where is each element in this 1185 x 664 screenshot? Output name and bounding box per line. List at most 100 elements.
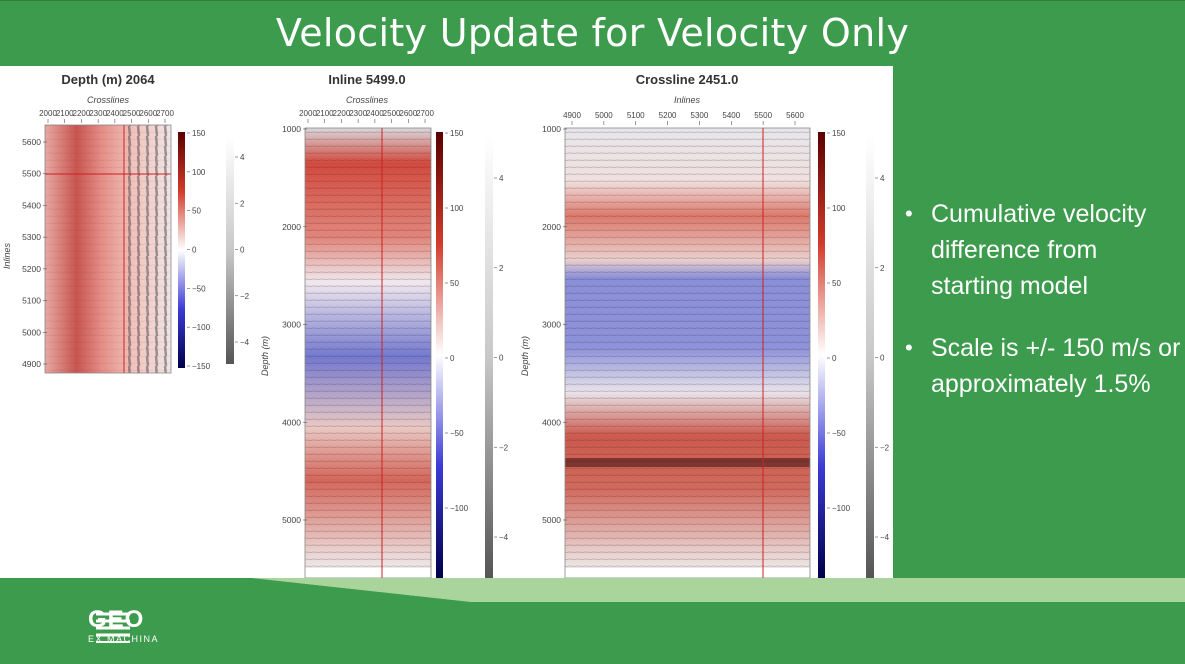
- crossline-plot-yticks: 1000 2000 3000 4000 5000: [542, 124, 567, 525]
- crossline-colorbar-amplitude-ticks: 4 2 0 −2 −4: [875, 174, 890, 542]
- depth-colorbar-amplitude-ticks: 4 2 0 −2 −4: [235, 153, 250, 347]
- crossline-plot: Crossline 2451.0 Inlines Depth (m) 4900 5…: [520, 72, 890, 578]
- crossline-x-tick-label: 5100: [627, 111, 645, 120]
- inline-cbar-velocity-tick-label: 100: [450, 204, 464, 213]
- footer-accent-stripe: [0, 578, 1185, 602]
- crossline-colorbar-amplitude: [866, 136, 874, 578]
- inline-plot-texture: [305, 128, 431, 568]
- inline-cbar-velocity-tick-label: 50: [450, 279, 459, 288]
- inline-plot: Inline 5499.0 Crosslines Depth (m) 20002…: [260, 72, 509, 578]
- inline-plot-title: Inline 5499.0: [328, 72, 405, 87]
- inline-x-tick-label: 2600: [399, 109, 417, 118]
- crossline-x-tick-label: 5000: [595, 111, 613, 120]
- depth-colorbar-amplitude: [226, 138, 234, 364]
- inline-cbar-amplitude-tick-label: −2: [499, 443, 509, 452]
- inline-y-tick-label: 5000: [282, 515, 301, 525]
- depth-x-tick-label: 2400: [106, 109, 124, 118]
- crossline-cbar-amplitude-tick-label: 4: [880, 174, 885, 183]
- depth-y-tick-label: 5500: [22, 169, 41, 179]
- depth-cbar-velocity-tick-label: −100: [192, 323, 211, 332]
- crossline-plot-texture: [565, 128, 810, 568]
- depth-cbar-velocity-tick-label: 150: [192, 129, 206, 138]
- inline-cbar-amplitude-tick-label: 4: [499, 174, 504, 183]
- crossline-x-tick-label: 5300: [691, 111, 709, 120]
- inline-x-tick-label: 2000: [299, 109, 317, 118]
- crossline-y-tick-label: 1000: [542, 124, 561, 134]
- depth-cbar-velocity-tick-label: −50: [192, 284, 206, 293]
- crossline-plot-xlabel: Inlines: [674, 95, 701, 105]
- inline-cbar-velocity-tick-label: −50: [450, 429, 464, 438]
- inline-plot-ylabel: Depth (m): [260, 336, 270, 376]
- crossline-plot-title: Crossline 2451.0: [636, 72, 739, 87]
- depth-plot-reflectors: [125, 125, 171, 373]
- crossline-y-tick-label: 5000: [542, 515, 561, 525]
- crossline-colorbar-velocity: [818, 132, 825, 578]
- inline-cbar-velocity-tick-label: −100: [450, 504, 469, 513]
- crossline-x-tick-label: 5200: [659, 111, 677, 120]
- crossline-cbar-amplitude-tick-label: −4: [880, 533, 890, 542]
- depth-cbar-amplitude-tick-label: −2: [240, 292, 250, 301]
- logo-wordmark: GEO: [88, 606, 145, 633]
- depth-y-tick-label: 5000: [22, 327, 41, 337]
- depth-plot-title: Depth (m) 2064: [61, 72, 155, 87]
- depth-x-tick-label: 2500: [123, 109, 141, 118]
- depth-x-tick-label: 2700: [156, 109, 174, 118]
- inline-plot-xlabel: Crosslines: [346, 95, 389, 105]
- crossline-cbar-amplitude-tick-label: 0: [880, 354, 885, 363]
- inline-colorbar-amplitude: [485, 136, 493, 578]
- depth-plot-frame: [44, 124, 172, 374]
- crossline-plot-strong-reflector: [565, 458, 810, 467]
- crossline-cbar-velocity-tick-label: −100: [832, 504, 851, 513]
- inline-y-tick-label: 2000: [282, 222, 301, 232]
- crossline-x-tick-label: 4900: [563, 111, 581, 120]
- inline-y-tick-label: 4000: [282, 417, 301, 427]
- depth-colorbar-velocity-ticks: 150 100 50 0 −50 −100 −150: [187, 129, 211, 371]
- depth-x-tick-label: 2300: [89, 109, 107, 118]
- crossline-y-tick-label: 3000: [542, 320, 561, 330]
- slide-title: Velocity Update for Velocity Only: [275, 11, 910, 55]
- crossline-x-tick-label: 5400: [722, 111, 740, 120]
- bullet-item: Scale is +/- 150 m/s or approximately 1.…: [901, 330, 1181, 402]
- depth-cbar-amplitude-tick-label: 0: [240, 246, 245, 255]
- inline-x-tick-label: 2300: [349, 109, 367, 118]
- title-bar: Velocity Update for Velocity Only: [0, 0, 1185, 67]
- crossline-cbar-velocity-tick-label: 0: [832, 354, 837, 363]
- plots-figure: Depth (m) 2064 Crosslines Inlines 200021…: [2, 72, 890, 578]
- inline-colorbar-amplitude-ticks: 4 2 0 −2 −4: [494, 174, 509, 542]
- inline-y-tick-label: 1000: [282, 124, 301, 134]
- crossline-x-tick-label: 5500: [754, 111, 772, 120]
- depth-plot-ylabel: Inlines: [2, 242, 12, 269]
- crossline-y-tick-label: 2000: [542, 222, 561, 232]
- inline-plot-frame: [304, 127, 432, 578]
- bullet-list: Cumulative velocity difference from star…: [901, 196, 1181, 428]
- depth-y-tick-label: 5200: [22, 264, 41, 274]
- inline-x-tick-label: 2100: [316, 109, 334, 118]
- inline-colorbar-velocity: [436, 132, 443, 578]
- depth-plot-yticks: 5600 5500 5400 5300 5200 5100 5000 4900: [22, 137, 47, 369]
- inline-cbar-velocity-tick-label: 0: [450, 354, 455, 363]
- depth-cbar-amplitude-tick-label: −4: [240, 338, 250, 347]
- depth-y-tick-label: 5300: [22, 232, 41, 242]
- crossline-cbar-velocity-tick-label: 150: [832, 129, 846, 138]
- depth-cbar-amplitude-tick-label: 2: [240, 199, 245, 208]
- depth-cbar-amplitude-tick-label: 4: [240, 153, 245, 162]
- bullet-panel: Cumulative velocity difference from star…: [893, 66, 1185, 578]
- depth-plot-xlabel: Crosslines: [87, 95, 130, 105]
- depth-y-tick-label: 5100: [22, 296, 41, 306]
- inline-x-tick-label: 2200: [333, 109, 351, 118]
- depth-x-tick-label: 2100: [56, 109, 74, 118]
- depth-y-tick-label: 5600: [22, 137, 41, 147]
- depth-colorbar-velocity: [178, 132, 185, 368]
- depth-cbar-velocity-tick-label: 0: [192, 246, 197, 255]
- inline-cbar-amplitude-tick-label: 0: [499, 354, 504, 363]
- crossline-cbar-amplitude-tick-label: −2: [880, 443, 890, 452]
- depth-x-tick-label: 2000: [39, 109, 57, 118]
- bullet-item: Cumulative velocity difference from star…: [901, 196, 1181, 304]
- depth-cbar-velocity-tick-label: 100: [192, 168, 206, 177]
- geo-logo-mark-icon: [96, 612, 130, 643]
- inline-cbar-amplitude-tick-label: 2: [499, 264, 504, 273]
- crossline-colorbar-velocity-ticks: 150 100 50 0 −50 −100: [827, 129, 851, 513]
- crossline-x-tick-label: 5600: [786, 111, 804, 120]
